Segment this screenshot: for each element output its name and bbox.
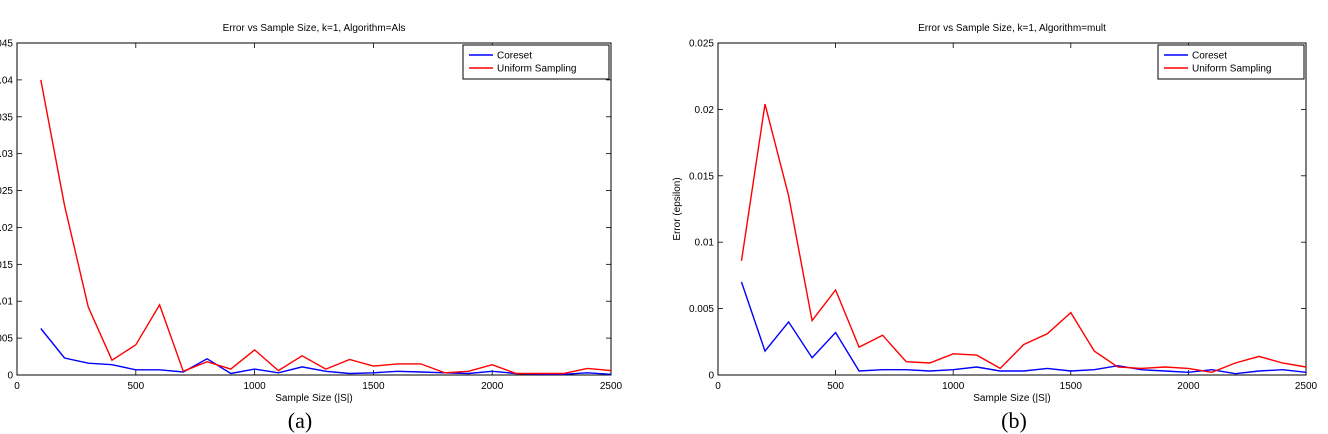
chart-b-ytick-label: 0.025 (689, 39, 714, 50)
chart-a-ytick-label: .035 (0, 112, 13, 123)
chart-a-legend-label-coreset: Coreset (497, 51, 532, 62)
chart-a-ytick-label: .02 (0, 223, 13, 234)
chart-b-xtick-label: 1500 (1060, 381, 1083, 392)
chart-panel-a: Error vs Sample Size, k=1, Algorithm=Als… (0, 0, 640, 434)
chart-a-xtick-label: 2000 (481, 381, 504, 392)
chart-b-legend-box (1157, 44, 1305, 80)
caption-a: (a) (287, 408, 313, 433)
chart-b-xtick-label: 2500 (1295, 381, 1318, 392)
chart-a-series-uniform-sampling (40, 79, 612, 375)
chart-b-legend-label-uniform-sampling: Uniform Sampling (1192, 64, 1271, 75)
caption-b: (b) (1001, 408, 1027, 433)
chart-b-xtick-label: 2000 (1177, 381, 1200, 392)
chart-a-legend: Coreset Uniform Sampling (462, 44, 610, 80)
chart-a-ytick-label: .015 (0, 260, 13, 271)
chart-b-ytick-label: 0.005 (689, 304, 714, 315)
chart-b-xtick-label: 500 (827, 381, 844, 392)
chart-a-ytick-label: .025 (0, 186, 13, 197)
chart-b-legend-label-coreset: Coreset (1192, 51, 1227, 62)
chart-b-ytick-label: 0.02 (695, 105, 715, 116)
chart-b-xtick-label: 1000 (942, 381, 965, 392)
chart-b-legend: Coreset Uniform Sampling (1157, 44, 1305, 80)
chart-b-plot-frame (717, 42, 1307, 376)
chart-b-series-coreset (740, 281, 1307, 375)
chart-a-xtick-label: 500 (127, 381, 144, 392)
chart-a-xtick-label: 0 (14, 381, 20, 392)
chart-b-ytick-label: 0.01 (695, 238, 715, 249)
chart-b-ytick-label: 0 (708, 371, 714, 382)
chart-a-legend-box (462, 44, 610, 80)
chart-b-ytick-label: 0.015 (689, 171, 714, 182)
chart-b-series-uniform-sampling (740, 103, 1307, 374)
chart-a-title: Error vs Sample Size, k=1, Algorithm=Als (223, 23, 406, 34)
chart-b-title: Error vs Sample Size, k=1, Algorithm=mul… (918, 23, 1106, 34)
chart-a-xtick-label: 2500 (600, 381, 623, 392)
chart-a-legend-label-uniform-sampling: Uniform Sampling (497, 64, 576, 75)
chart-a-xtick-label: 1500 (362, 381, 385, 392)
chart-a-plot-frame (16, 42, 612, 376)
chart-a-ytick-label: .045 (0, 39, 13, 50)
chart-a-xtick-label: 1000 (243, 381, 266, 392)
chart-panel-b: Error vs Sample Size, k=1, Algorithm=mul… (668, 0, 1328, 434)
chart-b-svg: Error vs Sample Size, k=1, Algorithm=mul… (672, 23, 1318, 404)
chart-b-xtick-label: 0 (715, 381, 721, 392)
chart-a-ytick-label: .01 (0, 297, 13, 308)
chart-a-ytick-label: .04 (0, 75, 13, 86)
chart-b-ylabel: Error (epsilon) (672, 177, 683, 240)
chart-a-ytick-label: .03 (0, 149, 13, 160)
chart-a-ytick-label: 0 (7, 371, 13, 382)
chart-a-svg: Error vs Sample Size, k=1, Algorithm=Als… (0, 23, 623, 404)
chart-a-xlabel: Sample Size (|S|) (275, 393, 352, 404)
chart-a-ytick-label: .005 (0, 334, 13, 345)
chart-b-xlabel: Sample Size (|S|) (973, 393, 1050, 404)
